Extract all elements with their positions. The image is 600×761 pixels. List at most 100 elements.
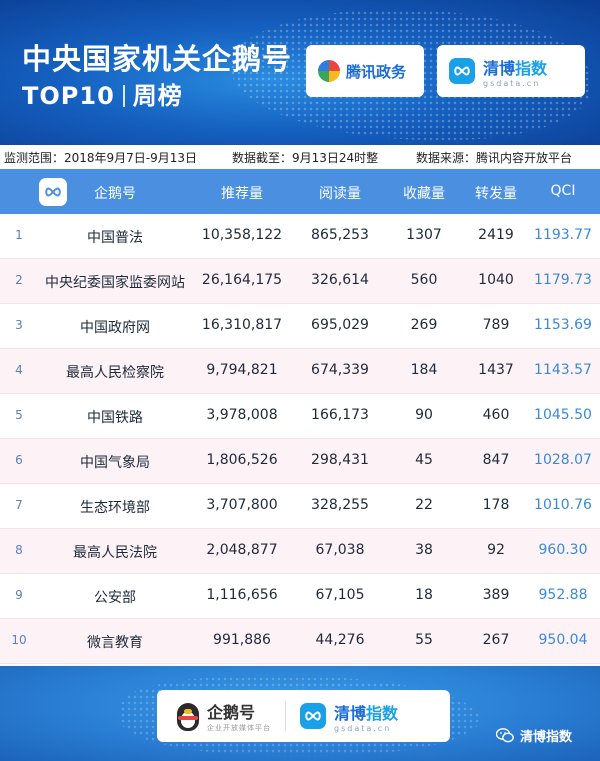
page-subtitle: TOP10 周榜 (22, 76, 183, 111)
data-source: 数据来源：腾讯内容开放平台 (416, 150, 573, 165)
table-header: 企鹅号 推荐量 阅读量 收藏量 转发量 QCI (0, 169, 600, 214)
favorites-cell: 22 (415, 497, 433, 513)
rank-cell: 5 (15, 408, 23, 422)
wechat-account-name: 清博指数 (520, 730, 573, 745)
qie-logo: 企鹅号 企业开放媒体平台 (175, 699, 271, 733)
shares-cell: 847 (482, 452, 510, 468)
recommend-cell: 2,048,877 (206, 542, 278, 558)
subtitle-divider (122, 85, 125, 107)
qci-cell: 1010.76 (534, 497, 592, 513)
shares-cell: 1437 (478, 362, 514, 378)
qci-cell: 1179.73 (534, 272, 592, 288)
footer-gsdata-logo: 清博指数 gsdata.cn (334, 700, 398, 733)
gsdata-name-a: 清博 (483, 58, 516, 78)
favorites-cell: 55 (415, 632, 433, 648)
favorites-cell: 560 (410, 272, 438, 288)
logo-divider (285, 701, 286, 731)
gsdata-url: gsdata.cn (483, 78, 541, 88)
footer-logo-card: 企鹅号 企业开放媒体平台 清博指数 gsdata.cn (157, 690, 450, 742)
col-header-reads: 阅读量 (319, 186, 361, 202)
account-name-cell: 中国政府网 (80, 320, 150, 336)
favorites-cell: 38 (415, 542, 433, 558)
account-name-cell: 最高人民法院 (73, 545, 157, 561)
footer-banner: 企鹅号 企业开放媒体平台 清博指数 gsdata.cn (0, 666, 600, 761)
col-header-account: 企鹅号 (94, 186, 136, 202)
account-name-cell: 中国铁路 (87, 410, 143, 426)
recommend-cell: 1,806,526 (206, 452, 278, 468)
shares-cell: 178 (482, 497, 510, 513)
col-header-qci: QCI (550, 183, 576, 199)
table-row: 10 微言教育 991,886 44,276 55 267 950.04 (0, 619, 600, 664)
wechat-account-tag[interactable]: 清博指数 (496, 726, 572, 745)
shares-cell: 460 (482, 407, 510, 423)
shares-cell: 789 (482, 317, 510, 333)
qie-logo-name: 企鹅号 (207, 703, 256, 722)
qci-cell: 1153.69 (534, 317, 592, 333)
recommend-cell: 991,886 (213, 632, 271, 648)
shares-cell: 267 (482, 632, 510, 648)
col-header-recommend: 推荐量 (221, 186, 263, 202)
qci-cell: 1045.50 (534, 407, 592, 423)
gsdata-logo: 清博指数 gsdata.cn (437, 45, 585, 97)
rank-cell: 2 (15, 273, 23, 287)
table-row: 3 中国政府网 16,310,817 695,029 269 789 1153.… (0, 304, 600, 349)
qci-cell: 1193.77 (534, 227, 592, 243)
table-row: 8 最高人民法院 2,048,877 67,038 38 92 960.30 (0, 529, 600, 574)
subtitle-weekly: 周榜 (132, 82, 183, 110)
rank-cell: 1 (15, 228, 23, 242)
infinity-icon (300, 703, 326, 729)
qci-cell: 960.30 (538, 542, 588, 558)
tencent-gov-logo: 腾讯政务 (306, 45, 424, 97)
infinity-icon (449, 58, 475, 84)
favorites-cell: 18 (415, 587, 433, 603)
gsdata-name-b: 指数 (366, 703, 399, 723)
favorites-cell: 1307 (406, 227, 442, 243)
col-header-favorites: 收藏量 (403, 186, 445, 202)
reads-cell: 166,173 (311, 407, 369, 423)
page-title: 中央国家机关企鹅号 (22, 42, 293, 76)
rank-cell: 6 (15, 453, 23, 467)
rank-cell: 8 (15, 543, 23, 557)
recommend-cell: 10,358,122 (201, 227, 283, 243)
reads-cell: 695,029 (311, 317, 369, 333)
rank-cell: 10 (11, 633, 27, 647)
qie-logo-sub: 企业开放媒体平台 (207, 724, 271, 732)
favorites-cell: 45 (415, 452, 433, 468)
infinity-icon (39, 178, 67, 206)
subtitle-top10: TOP10 (22, 82, 115, 110)
account-name-cell: 中国普法 (87, 230, 143, 246)
gsdata-name-a: 清博 (334, 703, 367, 723)
rank-cell: 7 (15, 498, 23, 512)
account-name-cell: 生态环境部 (80, 500, 150, 516)
recommend-cell: 9,794,821 (206, 362, 278, 378)
tencent-icon (318, 60, 340, 82)
reads-cell: 67,038 (315, 542, 365, 558)
reads-cell: 326,614 (311, 272, 369, 288)
gsdata-name-b: 指数 (515, 58, 548, 78)
recommend-cell: 1,116,656 (206, 587, 278, 603)
info-bar: 监测范围：2018年9月7日-9月13日 数据截至：9月13日24时整 数据来源… (0, 145, 600, 169)
reads-cell: 44,276 (315, 632, 365, 648)
table-row: 6 中国气象局 1,806,526 298,431 45 847 1028.07 (0, 439, 600, 484)
account-name-cell: 公安部 (94, 590, 136, 606)
qci-cell: 950.04 (538, 632, 588, 648)
account-name-cell: 中央纪委国家监委网站 (45, 275, 185, 291)
recommend-cell: 3,978,008 (206, 407, 278, 423)
account-name-cell: 中国气象局 (80, 455, 150, 471)
shares-cell: 92 (487, 542, 505, 558)
account-name-cell: 微言教育 (87, 635, 143, 651)
recommend-cell: 16,310,817 (201, 317, 283, 333)
gsdata-logo-name: 清博指数 (483, 55, 547, 79)
shares-cell: 389 (482, 587, 510, 603)
qci-cell: 1028.07 (534, 452, 592, 468)
monitor-range: 监测范围：2018年9月7日-9月13日 (4, 150, 198, 165)
table-row: 4 最高人民检察院 9,794,821 674,339 184 1437 114… (0, 349, 600, 394)
qci-cell: 952.88 (538, 587, 588, 603)
rank-cell: 9 (15, 588, 23, 602)
reads-cell: 328,255 (311, 497, 369, 513)
reads-cell: 298,431 (311, 452, 369, 468)
table-row: 2 中央纪委国家监委网站 26,164,175 326,614 560 1040… (0, 259, 600, 304)
tencent-gov-logo-text: 腾讯政务 (346, 62, 407, 81)
recommend-cell: 26,164,175 (201, 272, 283, 288)
reads-cell: 67,105 (315, 587, 365, 603)
